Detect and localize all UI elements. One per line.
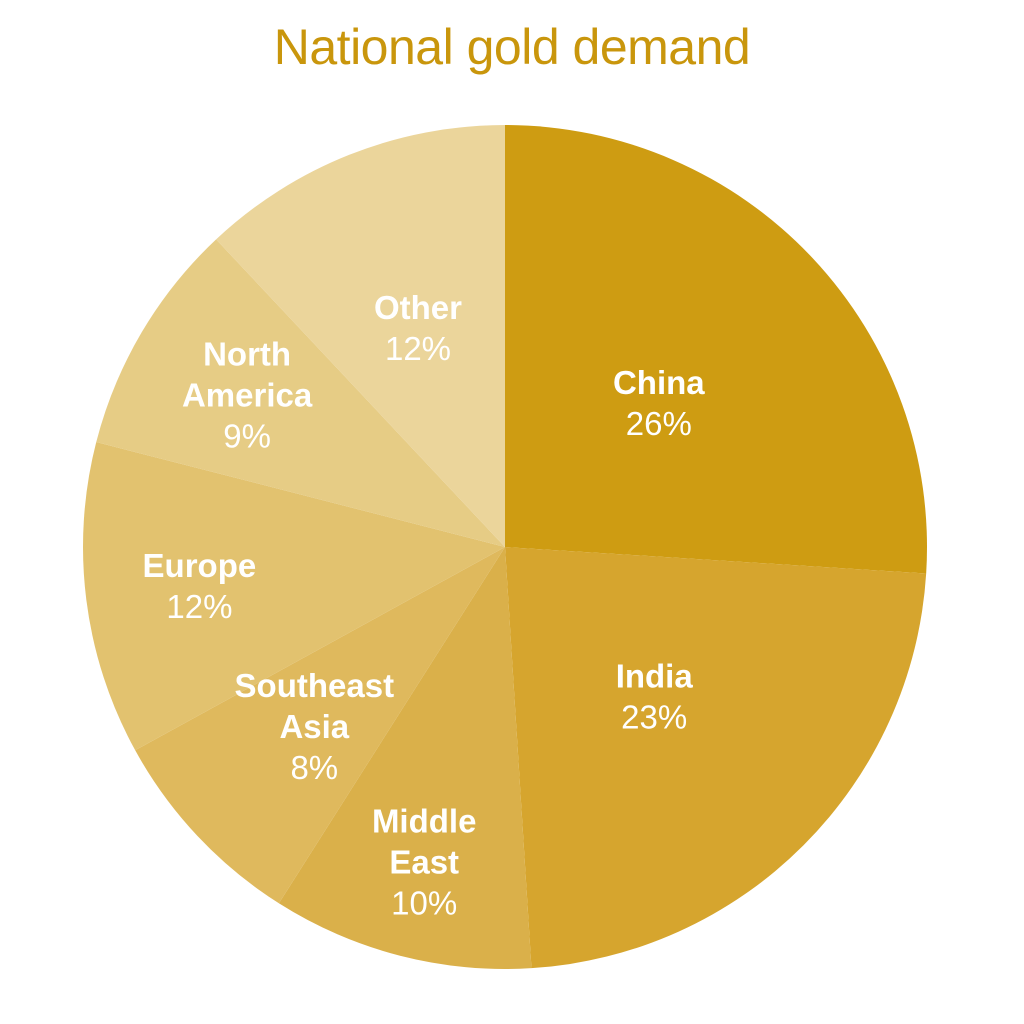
slice-label: India 23%: [616, 658, 694, 736]
slice-value-label: 8%: [290, 749, 338, 786]
pie-slice-middle-east: [278, 547, 532, 970]
slice-name: East: [389, 844, 459, 881]
slice-label: Southeast Asia 8%: [235, 667, 395, 786]
slice-label: Other 12%: [374, 289, 462, 367]
slice-name: Other: [374, 289, 462, 326]
slice-name: Middle: [372, 803, 477, 840]
pie-slices: [83, 125, 928, 970]
slice-name: Europe: [143, 547, 257, 584]
slice-label: China 26%: [613, 364, 705, 442]
slice-name: North: [203, 336, 291, 373]
slice-value-label: 9%: [223, 418, 271, 455]
pie-slice-north-america: [96, 239, 505, 547]
chart-title: National gold demand: [273, 19, 751, 75]
slice-name: India: [616, 658, 694, 695]
slice-value-label: 12%: [166, 588, 232, 625]
slice-value-label: 26%: [626, 405, 692, 442]
pie-labels: China 26% India 23% Middle East 10% Southeast As…: [143, 289, 706, 922]
pie-slice-europe: [83, 442, 505, 751]
slice-name: China: [613, 364, 705, 401]
slice-value-label: 12%: [385, 330, 451, 367]
pie-slice-southeast-asia: [135, 547, 505, 904]
slice-value-label: 23%: [621, 699, 687, 736]
slice-name: Southeast: [235, 667, 395, 704]
slice-label: Middle East 10%: [372, 803, 477, 922]
slice-label: North America 9%: [182, 336, 313, 455]
pie-slice-india: [505, 547, 927, 969]
slice-name: America: [182, 377, 313, 414]
pie-slice-china: [505, 125, 928, 574]
slice-label: Europe 12%: [143, 547, 257, 625]
pie-slice-other: [216, 125, 505, 547]
slice-value-label: 10%: [391, 885, 457, 922]
slice-name: Asia: [279, 708, 349, 745]
